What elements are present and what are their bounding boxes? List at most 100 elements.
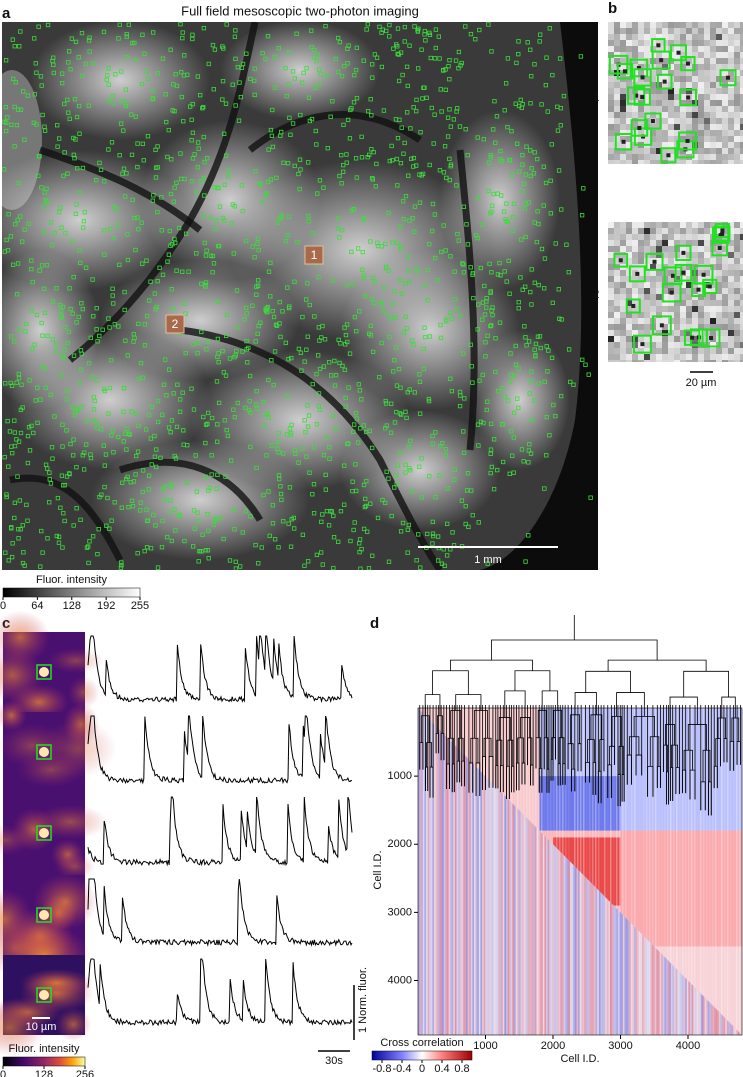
cell-roi: [351, 429, 356, 435]
cell-roi: [149, 404, 155, 410]
cell-roi: [403, 470, 408, 475]
pixel: [608, 264, 615, 271]
colorbar-tick-label: 0: [419, 1063, 425, 1075]
pixel: [728, 294, 735, 301]
cell-roi: [342, 325, 347, 330]
cell-roi: [79, 404, 84, 409]
pixel: [662, 34, 669, 41]
cell-roi: [265, 179, 271, 185]
pixel: [692, 148, 699, 155]
pixel: [680, 264, 687, 271]
pixel: [608, 118, 615, 125]
pixel: [734, 82, 741, 89]
cell-roi: [427, 242, 432, 247]
cell-roi: [489, 209, 494, 214]
cell-roi: [412, 390, 417, 395]
pixel: [608, 148, 615, 155]
pixel: [662, 82, 669, 89]
cell-roi: [441, 223, 446, 228]
pixel: [608, 336, 615, 343]
pixel: [722, 306, 729, 313]
cell-roi: [351, 207, 357, 212]
pixel: [722, 46, 729, 53]
cell-roi: [169, 509, 174, 514]
pixel: [722, 270, 729, 277]
pixel: [626, 342, 633, 349]
dendro-branch: [553, 709, 562, 738]
cell-roi: [94, 306, 99, 311]
cell-roi: [7, 429, 13, 434]
pixel: [686, 118, 693, 125]
cell-roi: [125, 257, 131, 263]
cell-roi: [503, 216, 508, 222]
pixel: [680, 34, 687, 41]
cell-roi: [129, 152, 135, 157]
pixel: [710, 288, 717, 295]
pixel: [638, 240, 645, 247]
pixel: [722, 70, 729, 77]
stripe: [661, 708, 663, 1035]
pixel: [734, 360, 741, 362]
cell-roi: [447, 58, 452, 63]
pixel: [722, 312, 729, 319]
cell-roi: [79, 301, 84, 306]
cell-roi: [240, 208, 245, 214]
cell-roi: [278, 491, 284, 497]
cell-roi: [489, 49, 494, 54]
stripe: [544, 708, 547, 1035]
cell-roi: [84, 419, 90, 424]
pixel: [608, 154, 615, 161]
cell-roi: [399, 125, 404, 130]
pixel: [692, 348, 699, 355]
cell-roi: [456, 49, 462, 55]
stripe: [562, 708, 564, 1035]
cell-roi: [412, 24, 417, 29]
cell-roi: [148, 279, 153, 284]
pixel: [638, 154, 645, 161]
cell-roi: [398, 161, 404, 166]
cell-roi: [268, 177, 274, 182]
cell-roi: [448, 124, 453, 129]
cell-roi: [87, 35, 92, 40]
cell-roi: [468, 265, 473, 270]
pixel: [638, 252, 645, 259]
cell-roi: [498, 273, 503, 278]
pixel: [704, 222, 711, 229]
cell-shadow: [707, 284, 712, 289]
pixel: [740, 124, 743, 131]
cell-roi: [386, 210, 391, 216]
cell-roi: [26, 221, 31, 226]
cell-roi: [520, 153, 525, 158]
pixel: [608, 306, 615, 313]
pixel: [656, 136, 663, 143]
cell-roi: [178, 151, 183, 156]
cell-roi: [94, 378, 100, 383]
pixel: [626, 160, 633, 164]
pixel: [650, 228, 657, 235]
cell-roi: [490, 305, 495, 310]
cell-roi: [701, 328, 721, 348]
pixel: [692, 360, 699, 362]
pixel: [734, 270, 741, 277]
stripe: [583, 708, 585, 1035]
stripe: [634, 708, 636, 1035]
pixel: [704, 306, 711, 313]
stripe: [440, 708, 443, 1035]
pixel: [614, 300, 621, 307]
cell-roi: [389, 401, 394, 406]
pixel: [704, 294, 711, 301]
stripe: [499, 708, 502, 1035]
cell-roi: [36, 825, 52, 841]
cell-roi: [313, 85, 318, 90]
cell-roi: [312, 47, 317, 53]
stripe: [488, 708, 491, 1035]
cell-roi: [43, 385, 48, 390]
cell-roi: [54, 533, 59, 539]
stripe: [486, 708, 489, 1035]
cell-roi: [79, 30, 85, 36]
vessel: [179, 326, 443, 570]
cell-roi: [310, 381, 315, 387]
pixel: [644, 154, 651, 161]
pixel: [656, 264, 663, 271]
cell-roi: [106, 66, 111, 71]
